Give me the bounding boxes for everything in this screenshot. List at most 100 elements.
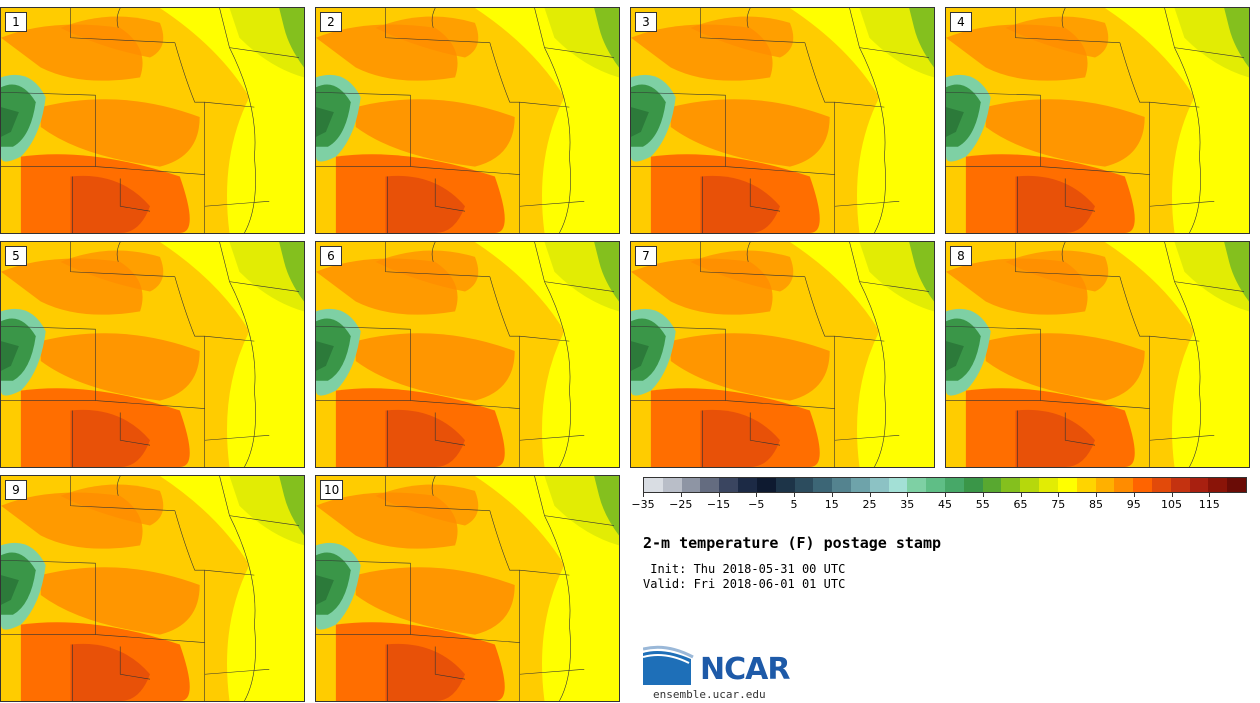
colorbar-tick-label: 55: [975, 498, 990, 511]
temperature-map: [316, 242, 619, 467]
temperature-map: [631, 8, 934, 233]
ensemble-member-panel[interactable]: 5: [0, 241, 305, 468]
member-number: 9: [5, 480, 27, 500]
colorbar-tick: [1096, 493, 1097, 497]
figure-title: 2-m temperature (F) postage stamp: [643, 534, 942, 552]
colorbar-swatch: [700, 478, 720, 492]
member-number: 4: [950, 12, 972, 32]
temperature-map: [1, 8, 304, 233]
colorbar-swatch: [775, 478, 795, 492]
member-number: 2: [320, 12, 342, 32]
member-number: 1: [5, 12, 27, 32]
colorbar-tick-label: 45: [938, 498, 952, 511]
temperature-map: [316, 476, 619, 701]
member-number: 3: [635, 12, 657, 32]
colorbar-swatch: [756, 478, 776, 492]
colorbar-swatch: [850, 478, 870, 492]
member-number: 6: [320, 246, 342, 266]
colorbar-swatch: [794, 478, 814, 492]
colorbar-swatch: [1133, 478, 1152, 492]
ensemble-member-panel[interactable]: 4: [945, 7, 1250, 234]
colorbar-swatch: [1020, 478, 1040, 492]
colorbar-swatch: [1114, 478, 1134, 492]
colorbar-strip: [643, 477, 1247, 493]
colorbar-swatch: [926, 478, 945, 492]
colorbar-swatch: [945, 478, 964, 492]
ensemble-member-panel[interactable]: 8: [945, 241, 1250, 468]
colorbar-tick: [982, 493, 984, 497]
colorbar-tick: [907, 493, 909, 497]
colorbar-tick-label: −25: [669, 498, 693, 511]
ensemble-member-panel[interactable]: 1: [0, 7, 305, 234]
colorbar-tick: [794, 493, 795, 497]
colorbar-swatch: [644, 478, 663, 492]
colorbar-swatch: [719, 478, 739, 492]
colorbar-swatch: [738, 478, 757, 492]
colorbar-swatch: [813, 478, 833, 492]
colorbar-tick: [1133, 493, 1135, 497]
colorbar-swatch: [1039, 478, 1058, 492]
colorbar-tick-label: 85: [1089, 498, 1103, 511]
colorbar-tick-label: 65: [1013, 498, 1028, 511]
colorbar-swatch: [1057, 478, 1077, 492]
colorbar-tick: [643, 493, 644, 497]
colorbar-swatch: [1170, 478, 1190, 492]
colorbar-swatch: [888, 478, 908, 492]
colorbar-swatch: [1076, 478, 1096, 492]
colorbar-swatch: [662, 478, 682, 492]
colorbar-swatch: [869, 478, 889, 492]
colorbar-swatch: [1001, 478, 1021, 492]
colorbar-swatch: [681, 478, 701, 492]
temperature-map: [946, 242, 1249, 467]
colorbar-swatch: [1095, 478, 1115, 492]
colorbar-swatch: [963, 478, 983, 492]
colorbar-tick-label: 15: [824, 498, 839, 511]
colorbar-tick: [756, 493, 758, 497]
colorbar-tick-label: −15: [706, 498, 731, 511]
colorbar-tick-label: 115: [1198, 498, 1220, 511]
temperature-map: [316, 8, 619, 233]
colorbar: −35 −25 −15 −5 5 15 25 35 45 55 65 75 85 95 105 115: [631, 477, 1248, 517]
temperature-map: [631, 242, 934, 467]
colorbar-tick-label: 5: [790, 498, 798, 511]
ensemble-member-panel[interactable]: 10: [315, 475, 620, 702]
ensemble-member-panel[interactable]: 9: [0, 475, 305, 702]
colorbar-tick: [869, 493, 871, 497]
colorbar-swatch: [907, 478, 927, 492]
colorbar-tick-label: 75: [1051, 498, 1066, 511]
ensemble-member-panel[interactable]: 2: [315, 7, 620, 234]
colorbar-tick-label: 35: [900, 498, 915, 511]
colorbar-tick: [680, 493, 682, 497]
colorbar-swatch: [982, 478, 1002, 492]
logo-name: NCAR: [700, 652, 790, 687]
init-time: Init: Thu 2018-05-31 00 UTC: [643, 562, 846, 576]
colorbar-tick-label: 25: [862, 498, 877, 511]
colorbar-swatch: [1151, 478, 1171, 492]
colorbar-tick: [1020, 493, 1022, 497]
colorbar-swatch: [1227, 478, 1246, 492]
member-number: 8: [950, 246, 972, 266]
colorbar-tick: [945, 493, 946, 497]
valid-time: Valid: Fri 2018-06-01 01 UTC: [643, 577, 846, 591]
colorbar-swatch: [1208, 478, 1228, 492]
colorbar-tick: [718, 493, 720, 497]
temperature-map: [1, 476, 304, 701]
colorbar-swatch: [832, 478, 851, 492]
colorbar-tick: [831, 493, 833, 497]
colorbar-tick-label: −35: [631, 498, 655, 511]
ensemble-member-panel[interactable]: 6: [315, 241, 620, 468]
temperature-map: [946, 8, 1249, 233]
ensemble-member-panel[interactable]: 7: [630, 241, 935, 468]
member-number: 5: [5, 246, 27, 266]
colorbar-swatch: [1189, 478, 1209, 492]
member-number: 10: [320, 480, 344, 500]
colorbar-tick-label: 105: [1161, 498, 1182, 511]
colorbar-tick-label: 95: [1126, 498, 1141, 511]
colorbar-tick-label: −5: [748, 498, 765, 511]
colorbar-tick: [1058, 493, 1060, 497]
ensemble-member-panel[interactable]: 3: [630, 7, 935, 234]
logo-url[interactable]: ensemble.ucar.edu: [653, 688, 766, 701]
member-number: 7: [635, 246, 657, 266]
temperature-map: [1, 242, 304, 467]
colorbar-tick: [1171, 493, 1173, 497]
